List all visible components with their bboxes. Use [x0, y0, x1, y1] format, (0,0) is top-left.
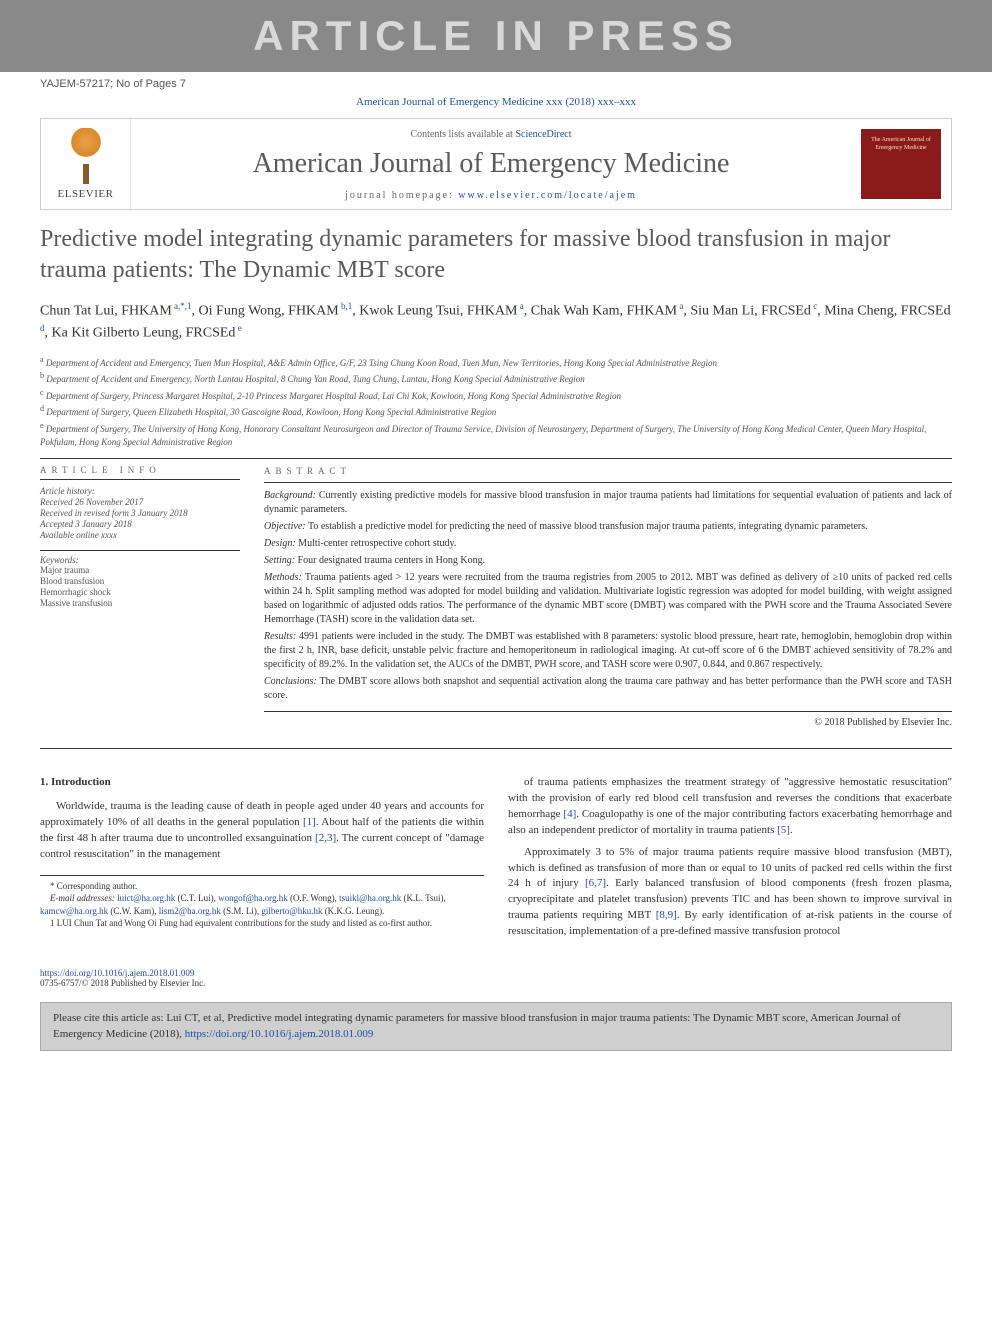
- email-link[interactable]: kamcw@ha.org.hk: [40, 906, 108, 916]
- affiliations-list: a Department of Accident and Emergency, …: [0, 354, 992, 449]
- abstract-column: abstract Background: Currently existing …: [264, 465, 952, 730]
- sciencedirect-link[interactable]: ScienceDirect: [515, 129, 571, 140]
- article-history-block: Article history: Received 26 November 20…: [40, 486, 240, 540]
- publisher-name: ELSEVIER: [58, 188, 114, 200]
- citation-box: Please cite this article as: Lui CT, et …: [40, 1002, 952, 1051]
- contents-prefix: Contents lists available at: [410, 129, 515, 140]
- reference-link[interactable]: [1]: [303, 816, 316, 828]
- journal-name: American Journal of Emergency Medicine: [131, 148, 851, 180]
- reference-link[interactable]: [8,9]: [656, 909, 677, 921]
- keyword-item: Major trauma: [40, 565, 240, 575]
- history-label: Article history:: [40, 486, 240, 496]
- doi-block: https://doi.org/10.1016/j.ajem.2018.01.0…: [0, 956, 992, 994]
- intro-paragraph-1: Worldwide, trauma is the leading cause o…: [40, 799, 484, 863]
- reference-link[interactable]: [5]: [777, 824, 790, 836]
- elsevier-logo: ELSEVIER: [41, 119, 131, 209]
- doi-link[interactable]: https://doi.org/10.1016/j.ajem.2018.01.0…: [40, 968, 194, 978]
- document-id: YAJEM-57217; No of Pages 7: [0, 72, 992, 92]
- affiliation-item: d Department of Surgery, Queen Elizabeth…: [40, 403, 952, 419]
- abstract-copyright: © 2018 Published by Elsevier Inc.: [264, 711, 952, 730]
- header-center: Contents lists available at ScienceDirec…: [131, 119, 851, 209]
- cover-text: The American Journal of Emergency Medici…: [861, 137, 941, 153]
- reference-link[interactable]: [4]: [563, 808, 576, 820]
- email-addresses-line: E-mail addresses: luict@ha.org.hk (C.T. …: [40, 892, 484, 917]
- email-link[interactable]: lism2@ha.org.hk: [159, 906, 221, 916]
- journal-cover-thumbnail: The American Journal of Emergency Medici…: [861, 129, 941, 199]
- intro-paragraph-3: Approximately 3 to 5% of major trauma pa…: [508, 845, 952, 941]
- authors-list: Chun Tat Lui, FHKAM a,*,1, Oi Fung Wong,…: [0, 300, 992, 343]
- journal-homepage-link[interactable]: www.elsevier.com/locate/ajem: [458, 190, 637, 201]
- journal-header-block: ELSEVIER Contents lists available at Sci…: [40, 118, 952, 210]
- reference-link[interactable]: [2,3]: [315, 832, 336, 844]
- abstract-heading: abstract: [264, 465, 952, 483]
- article-in-press-banner: ARTICLE IN PRESS: [0, 0, 992, 72]
- introduction-heading: 1. Introduction: [40, 775, 484, 791]
- affiliation-item: e Department of Surgery, The University …: [40, 420, 952, 448]
- email-link[interactable]: gilberto@hku.hk: [261, 906, 322, 916]
- reference-link[interactable]: [6,7]: [585, 877, 606, 889]
- citation-text: Please cite this article as: Lui CT, et …: [53, 1012, 901, 1039]
- keyword-item: Massive transfusion: [40, 598, 240, 608]
- history-item: Accepted 3 January 2018: [40, 519, 240, 529]
- abstract-section: Objective: To establish a predictive mod…: [264, 520, 952, 534]
- info-abstract-row: article info Article history: Received 2…: [0, 465, 992, 730]
- abstract-section: Background: Currently existing predictiv…: [264, 489, 952, 517]
- history-item: Available online xxxx: [40, 530, 240, 540]
- separator-line-2: [40, 748, 952, 749]
- issn-copyright-line: 0735-6757/© 2018 Published by Elsevier I…: [40, 978, 205, 988]
- abstract-section: Conclusions: The DMBT score allows both …: [264, 675, 952, 703]
- affiliation-item: b Department of Accident and Emergency, …: [40, 370, 952, 386]
- article-info-column: article info Article history: Received 2…: [40, 465, 240, 730]
- affiliation-item: c Department of Surgery, Princess Margar…: [40, 387, 952, 403]
- affiliation-item: a Department of Accident and Emergency, …: [40, 354, 952, 370]
- journal-reference-top: American Journal of Emergency Medicine x…: [0, 92, 992, 118]
- co-first-author-note: 1 LUI Chun Tat and Wong Oi Fung had equi…: [40, 917, 484, 930]
- email-link[interactable]: wongof@ha.org.hk: [218, 893, 288, 903]
- email-link[interactable]: tsuikl@ha.org.hk: [339, 893, 401, 903]
- history-item: Received in revised form 3 January 2018: [40, 508, 240, 518]
- separator-line: [40, 458, 952, 459]
- keywords-list: Major traumaBlood transfusionHemorrhagic…: [40, 565, 240, 608]
- keyword-item: Hemorrhagic shock: [40, 587, 240, 597]
- citation-doi-link[interactable]: https://doi.org/10.1016/j.ajem.2018.01.0…: [185, 1028, 374, 1040]
- abstract-section: Methods: Trauma patients aged > 12 years…: [264, 571, 952, 627]
- corresponding-author-note: * Corresponding author.: [40, 880, 484, 893]
- left-column: 1. Introduction Worldwide, trauma is the…: [40, 775, 484, 946]
- article-info-heading: article info: [40, 465, 240, 480]
- abstract-section: Results: 4991 patients were included in …: [264, 630, 952, 672]
- history-item: Received 26 November 2017: [40, 497, 240, 507]
- intro-paragraph-2: of trauma patients emphasizes the treatm…: [508, 775, 952, 839]
- abstract-section: Design: Multi-center retrospective cohor…: [264, 537, 952, 551]
- keywords-label: Keywords:: [40, 550, 240, 565]
- homepage-prefix: journal homepage:: [345, 190, 458, 201]
- elsevier-tree-icon: [61, 128, 111, 184]
- email-link[interactable]: luict@ha.org.hk: [117, 893, 175, 903]
- body-two-column: 1. Introduction Worldwide, trauma is the…: [0, 755, 992, 956]
- abstract-section: Setting: Four designated trauma centers …: [264, 554, 952, 568]
- article-title: Predictive model integrating dynamic par…: [0, 224, 992, 286]
- contents-available-line: Contents lists available at ScienceDirec…: [131, 129, 851, 140]
- footnote-block: * Corresponding author. E-mail addresses…: [40, 875, 484, 930]
- right-column: of trauma patients emphasizes the treatm…: [508, 775, 952, 946]
- journal-homepage-line: journal homepage: www.elsevier.com/locat…: [131, 190, 851, 201]
- keyword-item: Blood transfusion: [40, 576, 240, 586]
